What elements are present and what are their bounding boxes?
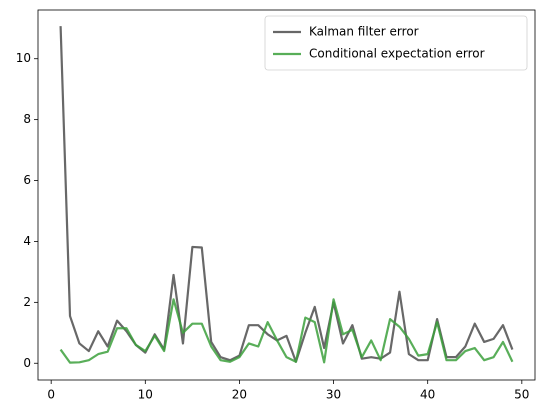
y-tick-label: 8: [23, 112, 31, 126]
legend-box: [264, 15, 528, 71]
plot-frame: [37, 9, 536, 381]
y-tick-label: 0: [23, 356, 31, 370]
legend-label: Conditional expectation error: [309, 47, 485, 61]
x-tick-label: 30: [326, 388, 341, 402]
x-tick-label: 0: [47, 388, 55, 402]
y-tick-label: 10: [16, 51, 31, 65]
data-line: [59, 298, 514, 364]
x-tick-label: 20: [232, 388, 247, 402]
data-line: [59, 26, 514, 363]
y-tick-label: 2: [23, 295, 31, 309]
y-tick-label: 6: [23, 173, 31, 187]
legend-label: Kalman filter error: [309, 25, 419, 39]
x-tick-label: 40: [420, 388, 435, 402]
y-tick-label: 4: [23, 234, 31, 248]
x-tick-label: 10: [138, 388, 153, 402]
x-tick-label: 50: [514, 388, 529, 402]
